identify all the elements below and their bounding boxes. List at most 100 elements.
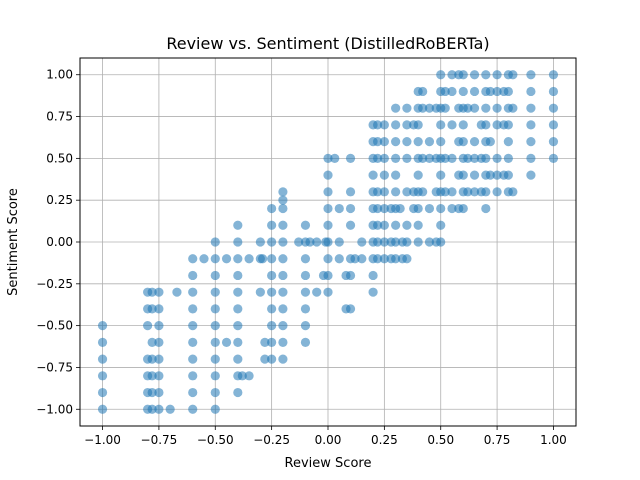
y-tick-label: 0.00 (46, 235, 73, 249)
data-point (330, 153, 340, 163)
data-point (492, 120, 502, 130)
data-point (373, 203, 383, 214)
data-point (334, 203, 344, 214)
y-tick-label: −0.75 (36, 360, 73, 374)
data-point (210, 354, 220, 364)
data-point (199, 254, 209, 264)
data-point (481, 70, 491, 80)
data-point (147, 404, 157, 414)
data-point (458, 203, 468, 214)
data-point (237, 371, 247, 381)
data-point (379, 137, 389, 147)
data-point (447, 153, 457, 163)
data-point (436, 137, 446, 147)
data-point (188, 254, 198, 264)
data-point (323, 153, 333, 163)
data-point (373, 137, 383, 147)
data-point (402, 137, 412, 147)
data-point (492, 153, 502, 163)
data-point (508, 103, 518, 113)
data-point (469, 103, 480, 113)
data-point (447, 203, 457, 214)
data-point (526, 86, 536, 97)
data-point (147, 354, 157, 364)
data-point (255, 287, 265, 297)
data-point (436, 120, 446, 130)
data-point (424, 237, 435, 247)
data-point (391, 153, 401, 163)
data-point (391, 137, 401, 147)
data-point (244, 254, 254, 264)
data-point (210, 270, 220, 281)
data-point (345, 270, 356, 281)
data-point (402, 120, 412, 130)
data-point (379, 220, 389, 230)
data-point (172, 287, 182, 297)
data-point (267, 304, 277, 314)
data-point (379, 187, 389, 197)
data-point (267, 337, 277, 347)
data-point (357, 237, 367, 247)
x-tick-label: −0.25 (253, 433, 290, 447)
data-point (97, 337, 108, 347)
data-point (391, 120, 401, 130)
data-point (210, 304, 220, 314)
data-point (267, 203, 277, 214)
data-point (300, 254, 311, 264)
data-point (345, 304, 356, 314)
data-point (458, 70, 468, 80)
y-tick-label: 1.00 (46, 68, 73, 82)
x-tick-label: −0.75 (141, 433, 178, 447)
data-point (436, 237, 446, 247)
data-point (440, 103, 450, 113)
data-point (447, 70, 457, 80)
data-point (188, 270, 198, 281)
data-point (402, 153, 412, 163)
data-point (300, 270, 311, 281)
data-point (485, 137, 495, 147)
data-point (526, 137, 536, 147)
data-point (278, 187, 288, 197)
x-tick-label: −0.50 (197, 433, 234, 447)
data-points (97, 70, 559, 414)
data-point (258, 254, 268, 264)
data-point (188, 287, 198, 297)
x-axis-ticks: −1.00 −0.75 −0.50 −0.25 0.00 0.25 0.50 0.75 1.00 (84, 426, 567, 447)
data-point (485, 86, 495, 97)
data-point (508, 187, 518, 197)
data-point (485, 170, 495, 180)
data-point (188, 304, 198, 314)
data-point (210, 387, 220, 398)
data-point (260, 337, 270, 347)
data-point (492, 103, 502, 113)
data-point (402, 254, 412, 264)
y-tick-label: −0.25 (36, 277, 73, 291)
data-point (503, 120, 513, 130)
data-point (345, 153, 356, 163)
data-point (402, 187, 412, 197)
data-point (147, 387, 157, 398)
data-point (267, 287, 277, 297)
data-point (469, 86, 480, 97)
data-point (548, 70, 559, 80)
y-tick-label: 0.75 (46, 110, 73, 124)
data-point (373, 220, 383, 230)
data-point (147, 304, 157, 314)
data-point (368, 270, 378, 281)
data-point (350, 254, 360, 264)
data-point (300, 337, 311, 347)
data-point (548, 103, 559, 113)
data-point (447, 86, 457, 97)
data-point (267, 220, 277, 230)
data-point (97, 404, 108, 414)
data-point (210, 254, 220, 264)
data-point (154, 287, 164, 297)
data-point (373, 254, 383, 264)
data-point (481, 120, 491, 130)
data-point (379, 203, 389, 214)
data-point (147, 287, 157, 297)
data-point (508, 70, 518, 80)
data-point (97, 354, 108, 364)
data-point (424, 153, 435, 163)
data-point (436, 70, 446, 80)
